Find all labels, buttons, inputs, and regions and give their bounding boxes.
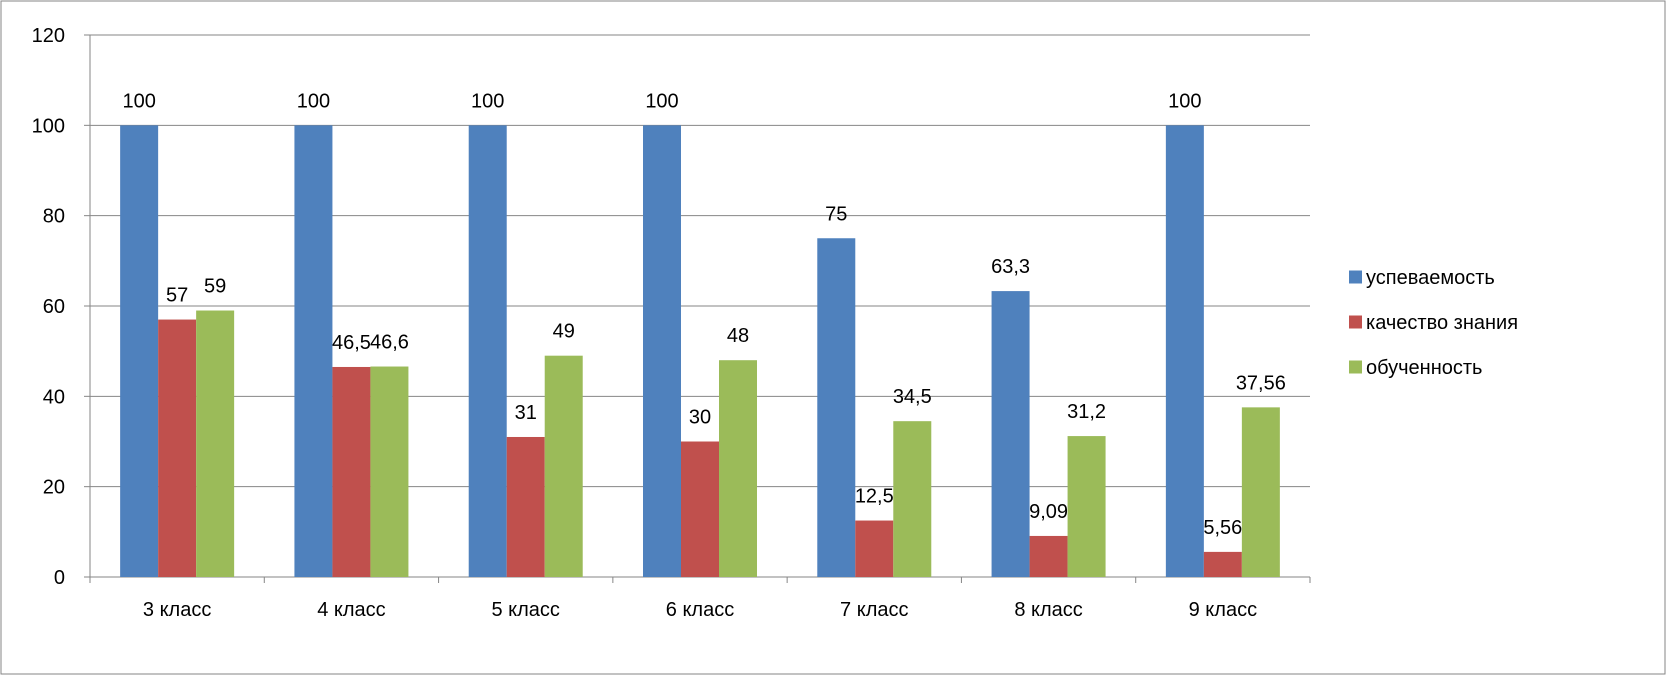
data-label-качество-знания: 9,09: [1029, 501, 1068, 523]
x-category-label: 7 класс: [840, 599, 908, 621]
x-category-label: 3 класс: [143, 599, 211, 621]
bar-обученность-6-класс: [719, 360, 757, 577]
bar-обученность-9-класс: [1241, 407, 1280, 577]
legend-label-качество-знания: качество знания: [1366, 312, 1518, 334]
bars: [120, 125, 1280, 577]
x-category-label: 5 класс: [491, 599, 559, 621]
bar-успеваемость-9-класс: [1165, 125, 1204, 577]
data-label-обученность: 59: [204, 276, 226, 298]
bar-качество-знания-8-класс: [1029, 535, 1068, 577]
bar-успеваемость-4-класс: [294, 125, 333, 577]
data-labels: 100 100 100 100 75 63,3 100 57 46,5 31 30 12,5 9,09 5…: [122, 90, 1285, 539]
data-label-качество-знания: 46,5: [332, 332, 371, 354]
bar-качество-знания-3-класс: [158, 319, 197, 577]
data-label-успеваемость: 100: [122, 90, 155, 112]
data-label-успеваемость: 63,3: [991, 256, 1030, 278]
bar-обученность-7-класс: [893, 421, 932, 577]
bar-обученность-3-класс: [196, 310, 235, 577]
data-label-успеваемость: 75: [825, 203, 847, 225]
gridlines: [90, 34, 1310, 488]
y-tick-label: 20: [43, 477, 65, 499]
bar-успеваемость-7-класс: [817, 238, 856, 577]
data-label-успеваемость: 100: [471, 90, 504, 112]
legend-swatch-обученность: [1349, 360, 1362, 374]
x-category-label: 6 класс: [666, 599, 734, 621]
x-category-label: 8 класс: [1014, 599, 1082, 621]
legend-label-успеваемость: успеваемость: [1366, 267, 1495, 289]
bar-качество-знания-9-класс: [1203, 551, 1242, 577]
data-label-качество-знания: 57: [166, 285, 188, 307]
x-category-label: 9 класс: [1189, 599, 1257, 621]
y-tick-label: 120: [32, 25, 65, 47]
data-label-обученность: 34,5: [893, 386, 932, 408]
data-label-успеваемость: 100: [297, 90, 330, 112]
bar-успеваемость-6-класс: [643, 125, 681, 577]
bar-качество-знания-5-класс: [506, 436, 545, 577]
bar-качество-знания-4-класс: [332, 366, 371, 577]
bar-обученность-5-класс: [544, 355, 583, 577]
data-label-обученность: 31,2: [1067, 401, 1106, 423]
bar-обученность-8-класс: [1067, 436, 1106, 577]
data-label-обученность: 46,6: [370, 332, 409, 354]
legend-swatch-качество-знания: [1349, 315, 1362, 329]
y-tick-label: 100: [32, 115, 65, 137]
data-label-обученность: 49: [553, 321, 575, 343]
y-tick-label: 0: [54, 567, 65, 589]
data-label-качество-знания: 31: [515, 402, 537, 424]
data-label-качество-знания: 30: [689, 407, 711, 429]
y-tick-label: 80: [43, 206, 65, 228]
legend-label-обученность: обученность: [1366, 357, 1482, 379]
x-category-label: 4 класс: [317, 599, 385, 621]
axes: 0 20 40 60 80 100 120 3 класс 4 класс 5 класс 6 кл…: [32, 25, 1311, 621]
data-label-успеваемость: 100: [1168, 90, 1201, 112]
legend-swatch-успеваемость: [1349, 270, 1362, 284]
data-label-качество-знания: 5,56: [1203, 517, 1242, 539]
data-label-качество-знания: 12,5: [855, 486, 894, 508]
bar-успеваемость-8-класс: [991, 291, 1030, 577]
legend: успеваемость качество знания обученность: [1349, 267, 1518, 379]
data-label-обученность: 37,56: [1236, 372, 1286, 394]
bar-качество-знания-6-класс: [681, 441, 719, 577]
data-label-успеваемость: 100: [645, 90, 678, 112]
bar-обученность-4-класс: [370, 366, 409, 577]
bar-успеваемость-3-класс: [120, 125, 159, 577]
bar-успеваемость-5-класс: [468, 125, 507, 577]
bar-качество-знания-7-класс: [855, 520, 894, 577]
data-label-обученность: 48: [727, 325, 749, 347]
y-tick-label: 40: [43, 386, 65, 408]
y-tick-label: 60: [43, 296, 65, 318]
